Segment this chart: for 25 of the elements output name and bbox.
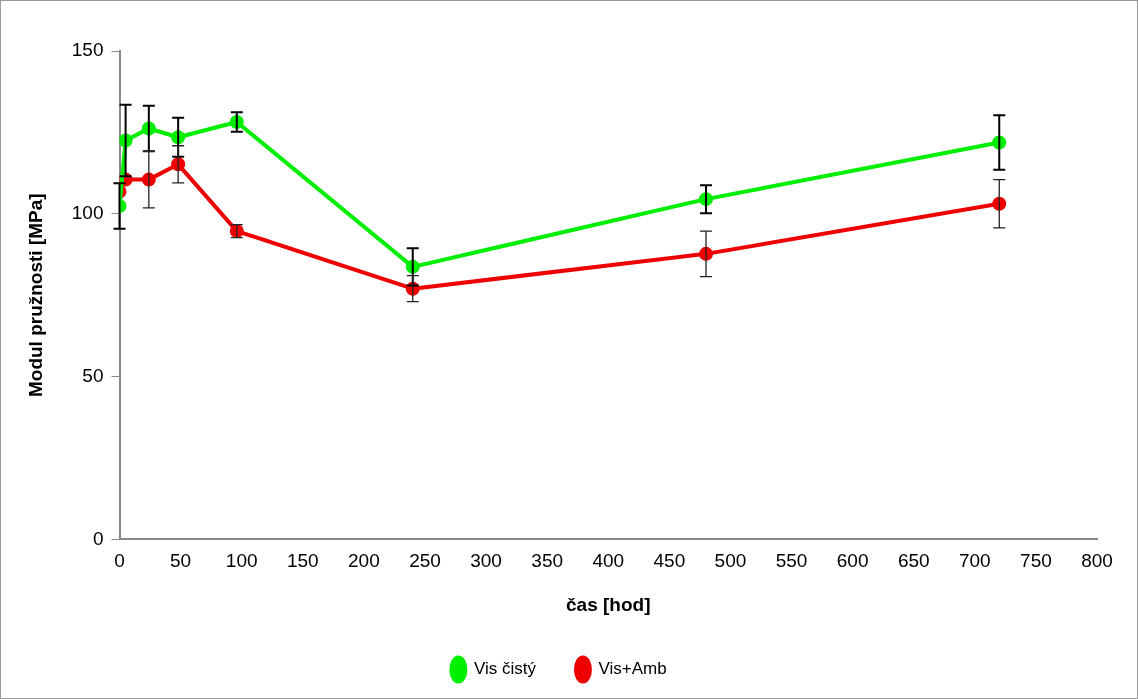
legend-label: Vis+Amb xyxy=(598,659,667,679)
y-axis-title: Modul pružnosti [MPa] xyxy=(24,193,46,398)
x-tick-label: 350 xyxy=(531,550,564,572)
x-tick-label: 250 xyxy=(409,550,441,572)
y-tick-label: 50 xyxy=(82,364,104,386)
x-tick-label: 450 xyxy=(653,550,686,572)
x-tick-label: 0 xyxy=(114,550,125,572)
x-tick-label: 600 xyxy=(836,550,869,572)
x-axis-title: čas [hod] xyxy=(566,593,651,615)
y-tick-label: 150 xyxy=(71,39,104,61)
x-tick-label: 300 xyxy=(470,550,502,572)
x-tick-label: 500 xyxy=(714,550,747,572)
x-tick-label: 550 xyxy=(775,550,808,572)
y-tick-label: 100 xyxy=(71,202,104,224)
x-tick-label: 200 xyxy=(348,550,380,572)
x-tick-label: 650 xyxy=(897,550,930,572)
x-tick-label: 50 xyxy=(170,550,192,572)
legend-label: Vis čistý xyxy=(473,659,537,679)
x-tick-label: 800 xyxy=(1081,550,1113,572)
x-tick-label: 400 xyxy=(592,550,625,572)
x-tick-label: 150 xyxy=(286,550,319,572)
x-tick-label: 100 xyxy=(225,550,258,572)
x-tick-label: 700 xyxy=(958,550,991,572)
x-tick-label: 750 xyxy=(1020,550,1052,572)
y-tick-label: 0 xyxy=(92,527,104,549)
